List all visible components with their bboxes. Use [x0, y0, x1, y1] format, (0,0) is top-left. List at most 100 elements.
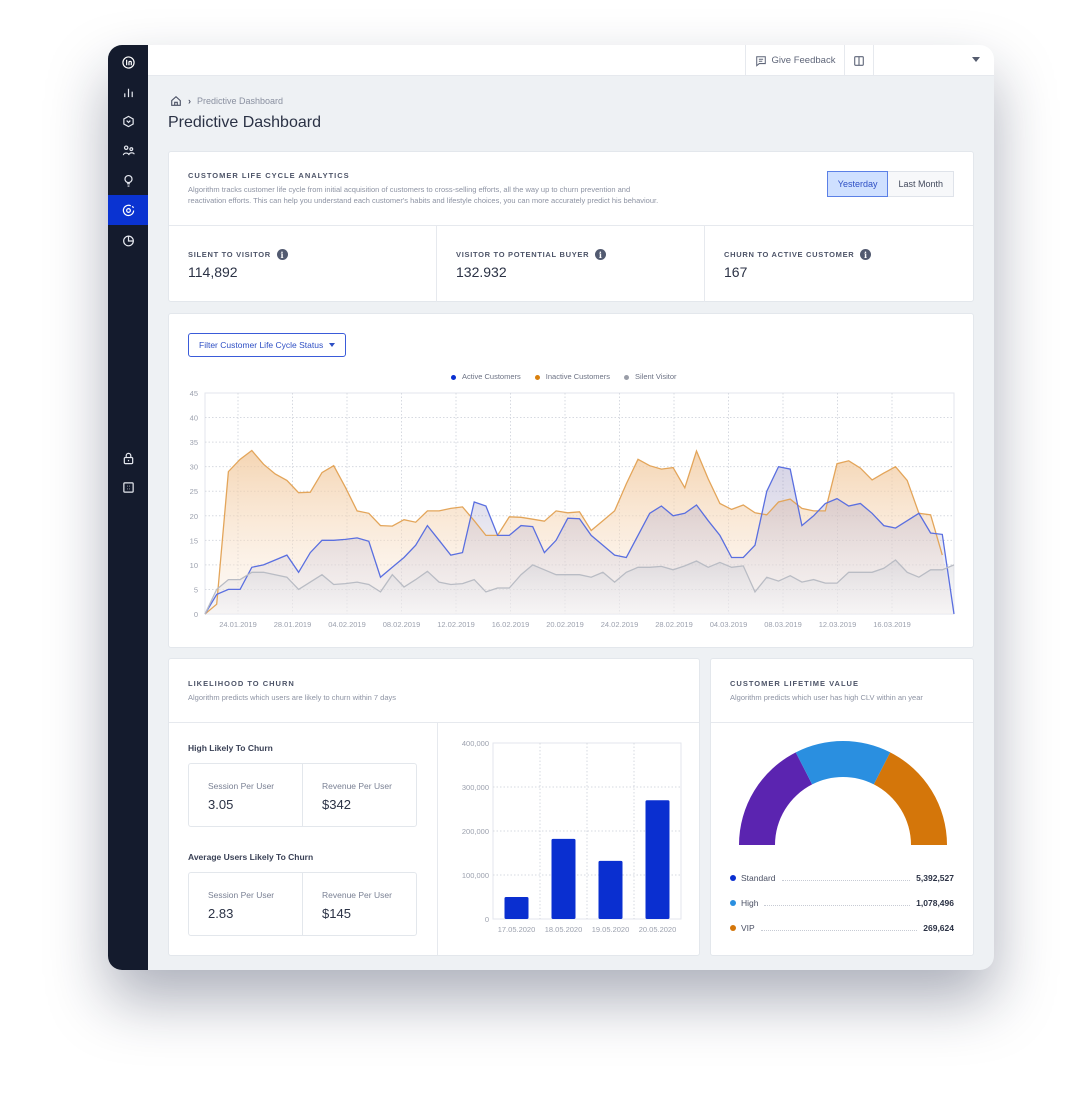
clv-label: High: [741, 898, 759, 908]
user-menu-caret-icon[interactable]: [972, 57, 980, 62]
high-churn-metrics: Session Per User 3.05 Revenue Per User $34…: [188, 763, 417, 827]
divider: [711, 722, 973, 723]
churn-card: LIKELIHOOD TO CHURN Algorithm predicts w…: [168, 658, 700, 956]
lightbulb-icon[interactable]: [108, 165, 148, 195]
metric-value: $145: [322, 906, 351, 921]
clv-title: CUSTOMER LIFETIME VALUE: [730, 679, 859, 688]
stat-silent-to-visitor: SILENT TO VISITOR i 114,892: [169, 226, 437, 302]
home-icon[interactable]: [170, 95, 182, 107]
svg-text:10: 10: [190, 561, 198, 570]
filter-label: Filter Customer Life Cycle Status: [199, 340, 324, 350]
divider: [169, 225, 973, 226]
lifecycle-description: Algorithm tracks customer life cycle fro…: [188, 184, 748, 206]
clv-value: 269,624: [923, 923, 954, 933]
svg-text:04.03.2019: 04.03.2019: [710, 620, 748, 629]
date-range-toggle: Yesterday Last Month: [826, 171, 954, 197]
chart-legend: Active Customers Inactive Customers Sile…: [451, 372, 677, 381]
breadcrumb: › Predictive Dashboard: [170, 95, 283, 107]
range-yesterday-button[interactable]: Yesterday: [826, 171, 889, 197]
box-icon[interactable]: [108, 106, 148, 136]
info-icon[interactable]: i: [595, 249, 607, 260]
logo-icon[interactable]: [108, 47, 148, 77]
lifecycle-card: CUSTOMER LIFE CYCLE ANALYTICS Algorithm …: [168, 151, 974, 302]
svg-text:28.01.2019: 28.01.2019: [274, 620, 312, 629]
range-last-month-button[interactable]: Last Month: [888, 171, 954, 197]
clv-row-high: High 1,078,496: [730, 898, 954, 908]
predictive-icon[interactable]: [108, 195, 148, 225]
app-window: Give Feedback › Predictive Dashboard Pre…: [108, 45, 994, 970]
svg-text:20.02.2019: 20.02.2019: [546, 620, 584, 629]
svg-text:45: 45: [190, 389, 198, 398]
svg-text:12.02.2019: 12.02.2019: [437, 620, 475, 629]
clv-value: 1,078,496: [916, 898, 954, 908]
clv-row-standard: Standard 5,392,527: [730, 873, 954, 883]
stat-label: SILENT TO VISITOR: [188, 250, 271, 259]
svg-text:04.02.2019: 04.02.2019: [328, 620, 366, 629]
stat-label: VISITOR TO POTENTIAL BUYER: [456, 250, 590, 259]
lifecycle-desc-line2: reactivation efforts. This can help you …: [188, 196, 659, 205]
breadcrumb-separator: ›: [188, 96, 191, 106]
svg-text:300,000: 300,000: [462, 783, 489, 792]
top-bar: Give Feedback: [148, 45, 994, 76]
group-title: High Likely To Churn: [188, 743, 273, 753]
legend-active-customers[interactable]: Active Customers: [451, 372, 521, 381]
vip-dot-icon: [730, 925, 736, 931]
breadcrumb-current: Predictive Dashboard: [197, 96, 284, 106]
lifecycle-desc-line1: Algorithm tracks customer life cycle fro…: [188, 185, 631, 194]
feedback-icon: [755, 55, 766, 67]
svg-text:28.02.2019: 28.02.2019: [655, 620, 693, 629]
svg-text:16.02.2019: 16.02.2019: [492, 620, 530, 629]
high-dot-icon: [730, 900, 736, 906]
analytics-bars-icon[interactable]: [108, 77, 148, 107]
svg-text:40: 40: [190, 414, 198, 423]
svg-text:19.05.2020: 19.05.2020: [592, 925, 630, 934]
metric-label: Revenue Per User: [322, 781, 392, 791]
give-feedback-button[interactable]: Give Feedback: [745, 45, 844, 76]
lifecycle-title: CUSTOMER LIFE CYCLE ANALYTICS: [188, 171, 350, 180]
legend-silent-visitor[interactable]: Silent Visitor: [623, 372, 677, 381]
stat-value: 132.932: [456, 264, 507, 280]
clv-label: VIP: [741, 923, 755, 933]
svg-text:18.05.2020: 18.05.2020: [545, 925, 583, 934]
svg-text:15: 15: [190, 536, 198, 545]
stat-value: 167: [724, 264, 748, 280]
book-icon[interactable]: [844, 45, 874, 76]
bar-chart: 0 100,000 200,000 300,000 400,000 17.05.2020 1…: [462, 739, 682, 934]
svg-text:20: 20: [190, 512, 198, 521]
page-title: Predictive Dashboard: [168, 114, 321, 131]
sidebar: [108, 45, 148, 970]
divider: [169, 722, 699, 723]
clv-description: Algorithm predicts which user has high C…: [730, 693, 923, 702]
group-title: Average Users Likely To Churn: [188, 852, 314, 862]
trend-chart-card: Filter Customer Life Cycle Status Active…: [168, 313, 974, 648]
metric-label: Session Per User: [208, 781, 275, 791]
lock-icon[interactable]: [108, 443, 148, 473]
svg-text:24.01.2019: 24.01.2019: [219, 620, 257, 629]
info-icon[interactable]: i: [276, 249, 288, 260]
svg-text:08.03.2019: 08.03.2019: [764, 620, 802, 629]
svg-text:5: 5: [194, 585, 198, 594]
svg-text:200,000: 200,000: [462, 827, 489, 836]
svg-text:400,000: 400,000: [462, 739, 489, 748]
churn-description: Algorithm predicts which users are likel…: [188, 693, 397, 702]
legend-inactive-customers[interactable]: Inactive Customers: [534, 372, 610, 381]
pie-chart-icon[interactable]: [108, 225, 148, 255]
svg-text:30: 30: [190, 463, 198, 472]
grid-icon[interactable]: [108, 472, 148, 502]
metric-label: Session Per User: [208, 890, 275, 900]
info-icon[interactable]: i: [860, 249, 872, 260]
svg-text:12.03.2019: 12.03.2019: [819, 620, 857, 629]
stat-churn-to-active-customer: CHURN TO ACTIVE CUSTOMER i 167: [705, 226, 973, 302]
svg-text:24.02.2019: 24.02.2019: [601, 620, 639, 629]
users-icon[interactable]: [108, 135, 148, 165]
divider: [437, 722, 438, 955]
clv-row-vip: VIP 269,624: [730, 923, 954, 933]
metric-value: 2.83: [208, 906, 234, 921]
svg-text:25: 25: [190, 487, 198, 496]
clv-card: CUSTOMER LIFETIME VALUE Algorithm predic…: [710, 658, 974, 956]
caret-down-icon: [329, 343, 336, 347]
clv-value: 5,392,527: [916, 873, 954, 883]
metric-value: 3.05: [208, 797, 234, 812]
filter-lifecycle-status-dropdown[interactable]: Filter Customer Life Cycle Status: [188, 333, 347, 357]
svg-text:35: 35: [190, 438, 198, 447]
